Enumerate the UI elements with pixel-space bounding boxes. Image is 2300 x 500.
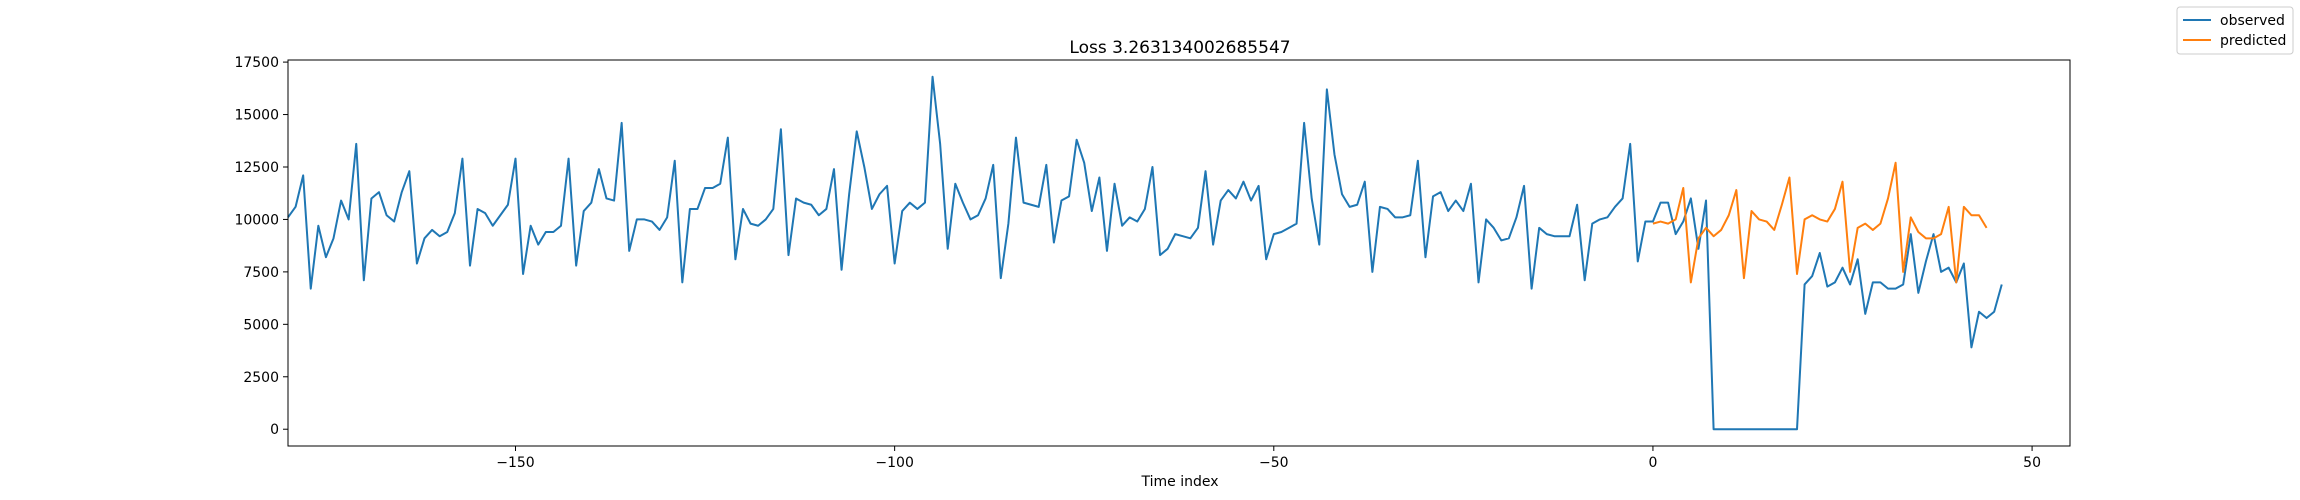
y-tick-label: 17500 [234,55,279,71]
legend-box [2176,6,2294,55]
y-tick-label: 10000 [234,212,279,228]
plot-area [287,59,2071,447]
y-axis: 0 2500 5000 7500 10000 12500 15000 17500 [234,55,288,438]
x-tick-label: −50 [1259,455,1289,471]
chart-title: Loss 3.263134002685547 [1069,38,1290,58]
x-tick-label: −150 [496,455,534,471]
x-tick-label: 50 [2023,455,2041,471]
x-axis-label: Time index [1140,474,1218,490]
y-tick-label: 7500 [243,265,279,281]
legend-label-predicted: predicted [2220,33,2286,49]
x-tick-label: −100 [875,455,913,471]
plot-frame [287,59,2071,447]
series-line-observed [287,75,2003,431]
y-tick-label: 5000 [243,317,279,333]
y-tick-label: 12500 [234,160,279,176]
y-tick-label: 15000 [234,108,279,124]
series-line-predicted [1652,161,1988,284]
series-layer [287,75,2003,431]
y-tick-label: 0 [270,422,279,438]
x-tick-label: 0 [1648,455,1657,471]
x-axis: −150 −100 −50 0 50 [496,446,2041,471]
legend: observed predicted [2176,6,2294,55]
legend-label-observed: observed [2220,13,2285,29]
y-tick-label: 2500 [243,370,279,386]
